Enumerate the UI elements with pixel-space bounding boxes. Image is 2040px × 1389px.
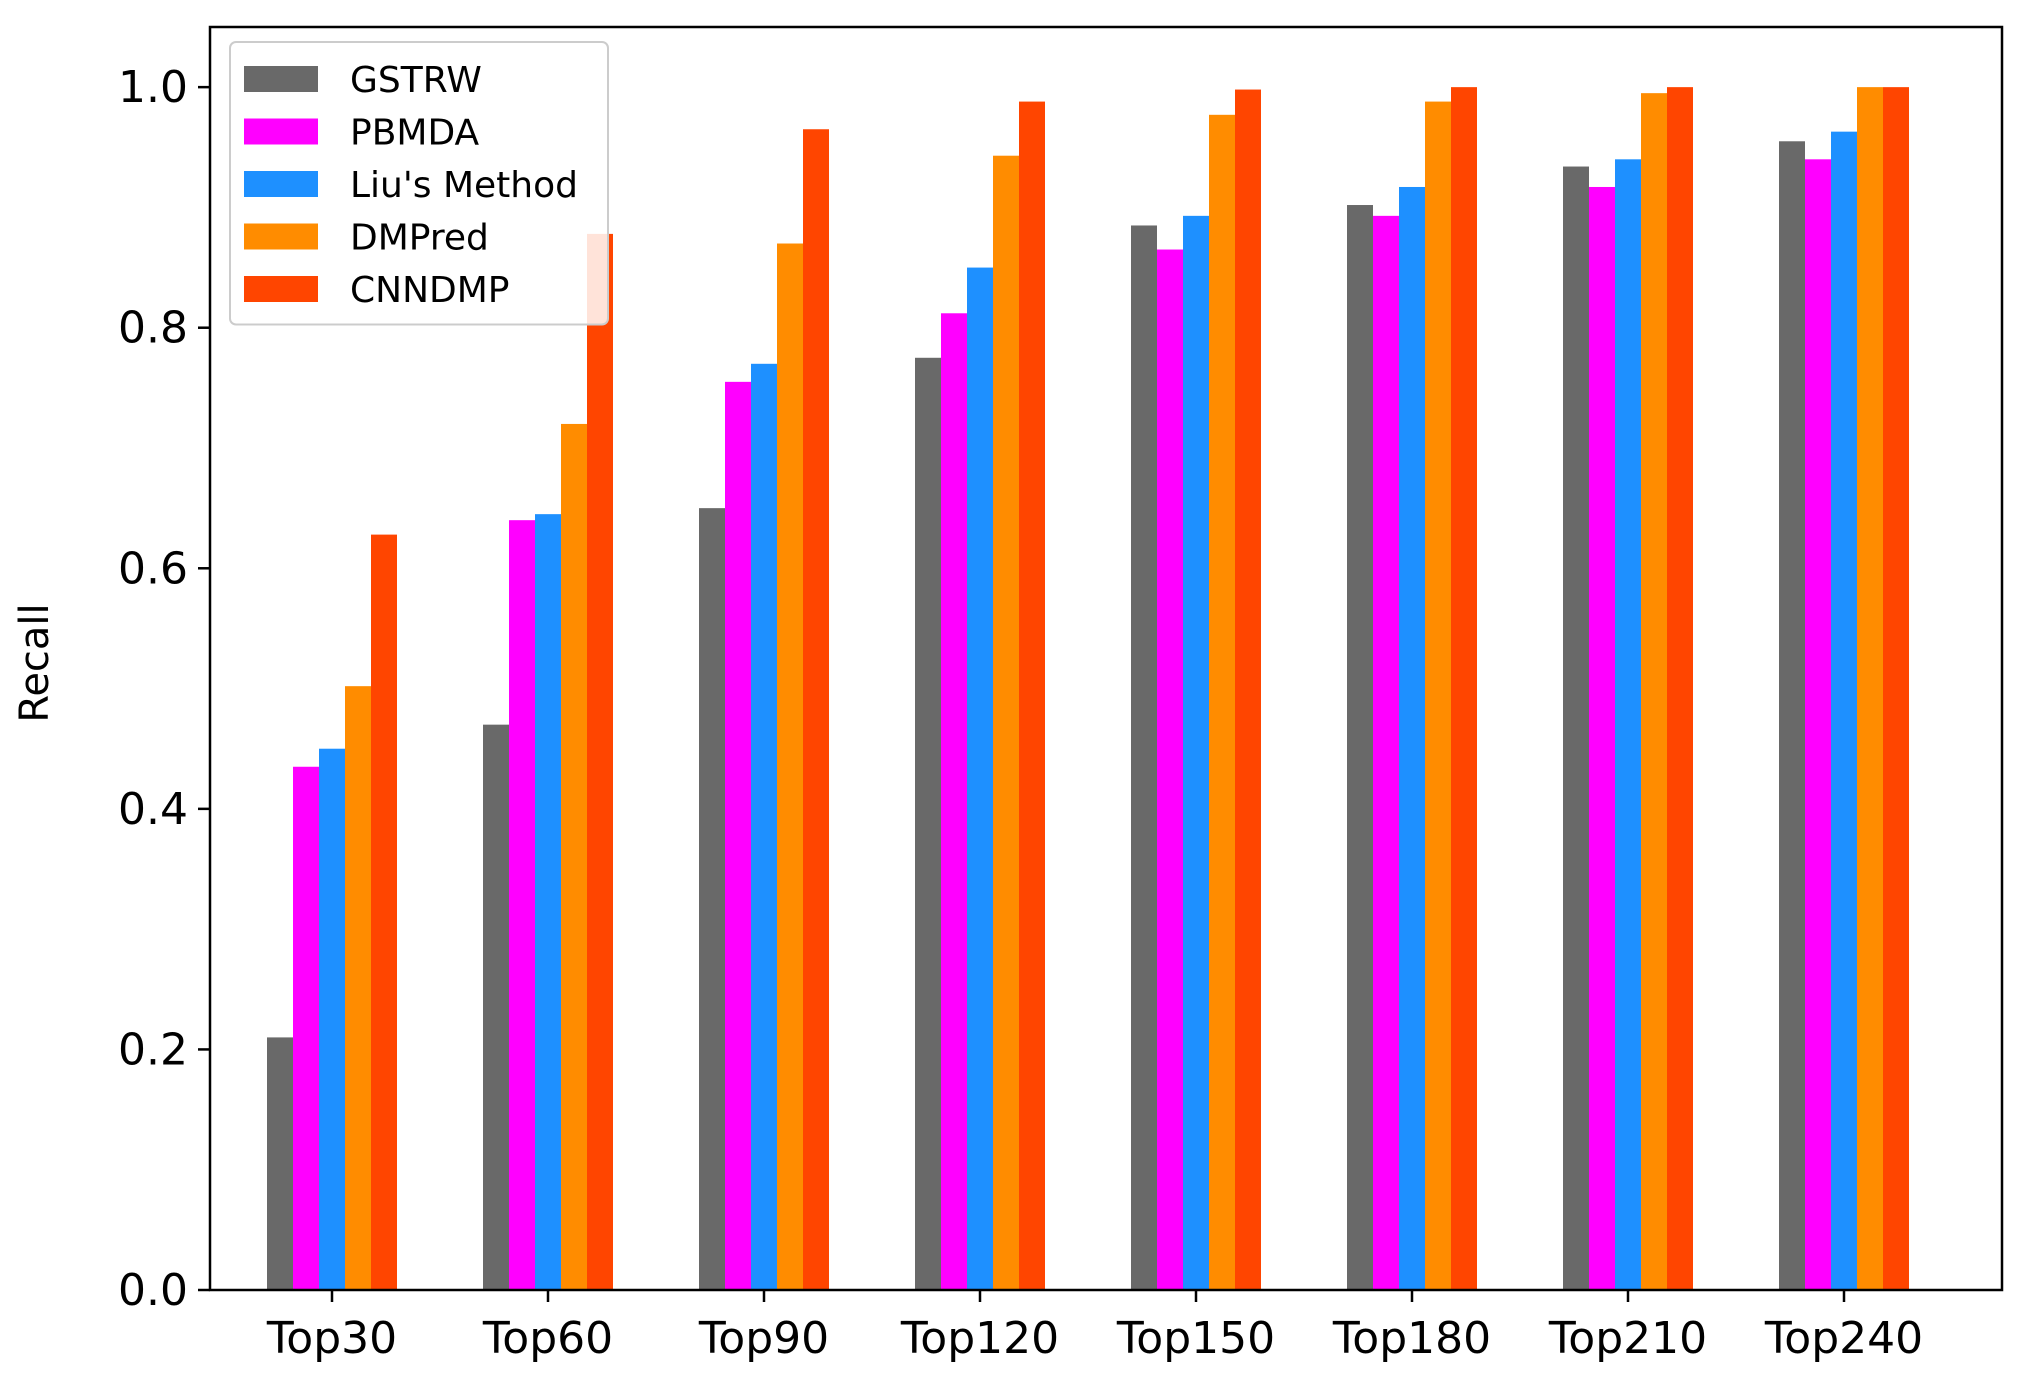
y-tick-label: 1.0 bbox=[118, 62, 188, 113]
x-tick-label: Top210 bbox=[1548, 1313, 1707, 1364]
bar-pbmda-top60 bbox=[509, 520, 535, 1290]
bar-liu-s-method-top180 bbox=[1399, 186, 1425, 1291]
bar-gstrw-top30 bbox=[267, 1037, 293, 1290]
bars-layer bbox=[267, 87, 1909, 1291]
bar-pbmda-top150 bbox=[1157, 249, 1183, 1290]
bar-pbmda-top90 bbox=[725, 381, 751, 1290]
y-tick-label: 0.0 bbox=[118, 1265, 188, 1316]
bar-dmpred-top150 bbox=[1209, 114, 1235, 1290]
bar-gstrw-top240 bbox=[1779, 141, 1805, 1290]
bar-cnndmp-top150 bbox=[1235, 89, 1261, 1290]
legend-label: GSTRW bbox=[350, 60, 482, 101]
bar-dmpred-top30 bbox=[345, 686, 371, 1290]
bar-cnndmp-top30 bbox=[371, 534, 397, 1290]
legend-label: CNNDMP bbox=[350, 270, 510, 311]
bar-cnndmp-top60 bbox=[587, 233, 613, 1290]
bar-dmpred-top120 bbox=[993, 155, 1019, 1291]
bar-liu-s-method-top120 bbox=[967, 267, 993, 1291]
bar-dmpred-top180 bbox=[1425, 101, 1451, 1290]
legend-box bbox=[229, 41, 609, 326]
bar-cnndmp-top180 bbox=[1451, 87, 1477, 1291]
bar-liu-s-method-top60 bbox=[535, 514, 561, 1290]
bar-cnndmp-top210 bbox=[1667, 87, 1693, 1291]
bar-liu-s-method-top30 bbox=[319, 748, 345, 1290]
bar-gstrw-top210 bbox=[1563, 166, 1589, 1290]
ticks-layer: 0.0 0.2 0.4 0.6 0.8 1.0 Top30 Top60 Top90 Top120 T… bbox=[118, 62, 1923, 1364]
bar-dmpred-top210 bbox=[1641, 93, 1667, 1291]
axes-layer bbox=[208, 25, 2004, 1292]
bar-liu-s-method-top150 bbox=[1183, 215, 1209, 1290]
bar-pbmda-top120 bbox=[941, 313, 967, 1290]
bar-cnndmp-top240 bbox=[1883, 87, 1909, 1291]
bar-gstrw-top150 bbox=[1131, 225, 1157, 1290]
plot-frame bbox=[208, 25, 2004, 1292]
bar-pbmda-top240 bbox=[1805, 159, 1831, 1290]
x-tick-label: Top120 bbox=[900, 1313, 1059, 1364]
bar-cnndmp-top90 bbox=[803, 129, 829, 1290]
legend-label: Liu's Method bbox=[350, 165, 578, 206]
x-tick-label: Top180 bbox=[1332, 1313, 1491, 1364]
bar-dmpred-top60 bbox=[561, 423, 587, 1290]
x-tick-label: Top240 bbox=[1764, 1313, 1923, 1364]
x-tick-label: Top90 bbox=[698, 1313, 829, 1364]
x-tick-label: Top30 bbox=[266, 1313, 397, 1364]
bar-pbmda-top180 bbox=[1373, 215, 1399, 1290]
y-tick-label: 0.4 bbox=[118, 784, 188, 835]
y-tick-label: 0.2 bbox=[118, 1024, 188, 1075]
legend-label: PBMDA bbox=[350, 113, 480, 154]
bar-gstrw-top120 bbox=[915, 357, 941, 1290]
bar-gstrw-top90 bbox=[699, 508, 725, 1291]
legend-swatch bbox=[244, 276, 318, 302]
bar-liu-s-method-top90 bbox=[751, 363, 777, 1290]
bar-gstrw-top180 bbox=[1347, 205, 1373, 1291]
bar-dmpred-top240 bbox=[1857, 87, 1883, 1291]
legend-swatch bbox=[244, 223, 318, 250]
legend-swatch bbox=[244, 118, 318, 145]
bar-liu-s-method-top240 bbox=[1831, 131, 1857, 1291]
legend-swatch bbox=[244, 66, 318, 92]
y-tick-label: 0.6 bbox=[118, 543, 188, 594]
y-tick-label: 0.8 bbox=[118, 303, 188, 354]
bar-cnndmp-top120 bbox=[1019, 101, 1045, 1290]
bar-gstrw-top60 bbox=[483, 724, 509, 1290]
y-axis-label: Recall bbox=[12, 603, 58, 722]
bar-liu-s-method-top210 bbox=[1615, 159, 1641, 1290]
legend-swatch bbox=[244, 171, 318, 197]
legend: GSTRW PBMDA Liu's Method DMPred CNNDMP bbox=[229, 41, 609, 326]
bar-dmpred-top90 bbox=[777, 243, 803, 1290]
x-tick-label: Top150 bbox=[1116, 1313, 1275, 1364]
legend-label: DMPred bbox=[350, 218, 489, 259]
x-tick-label: Top60 bbox=[482, 1313, 613, 1364]
bar-pbmda-top210 bbox=[1589, 186, 1615, 1291]
bar-pbmda-top30 bbox=[293, 766, 319, 1290]
